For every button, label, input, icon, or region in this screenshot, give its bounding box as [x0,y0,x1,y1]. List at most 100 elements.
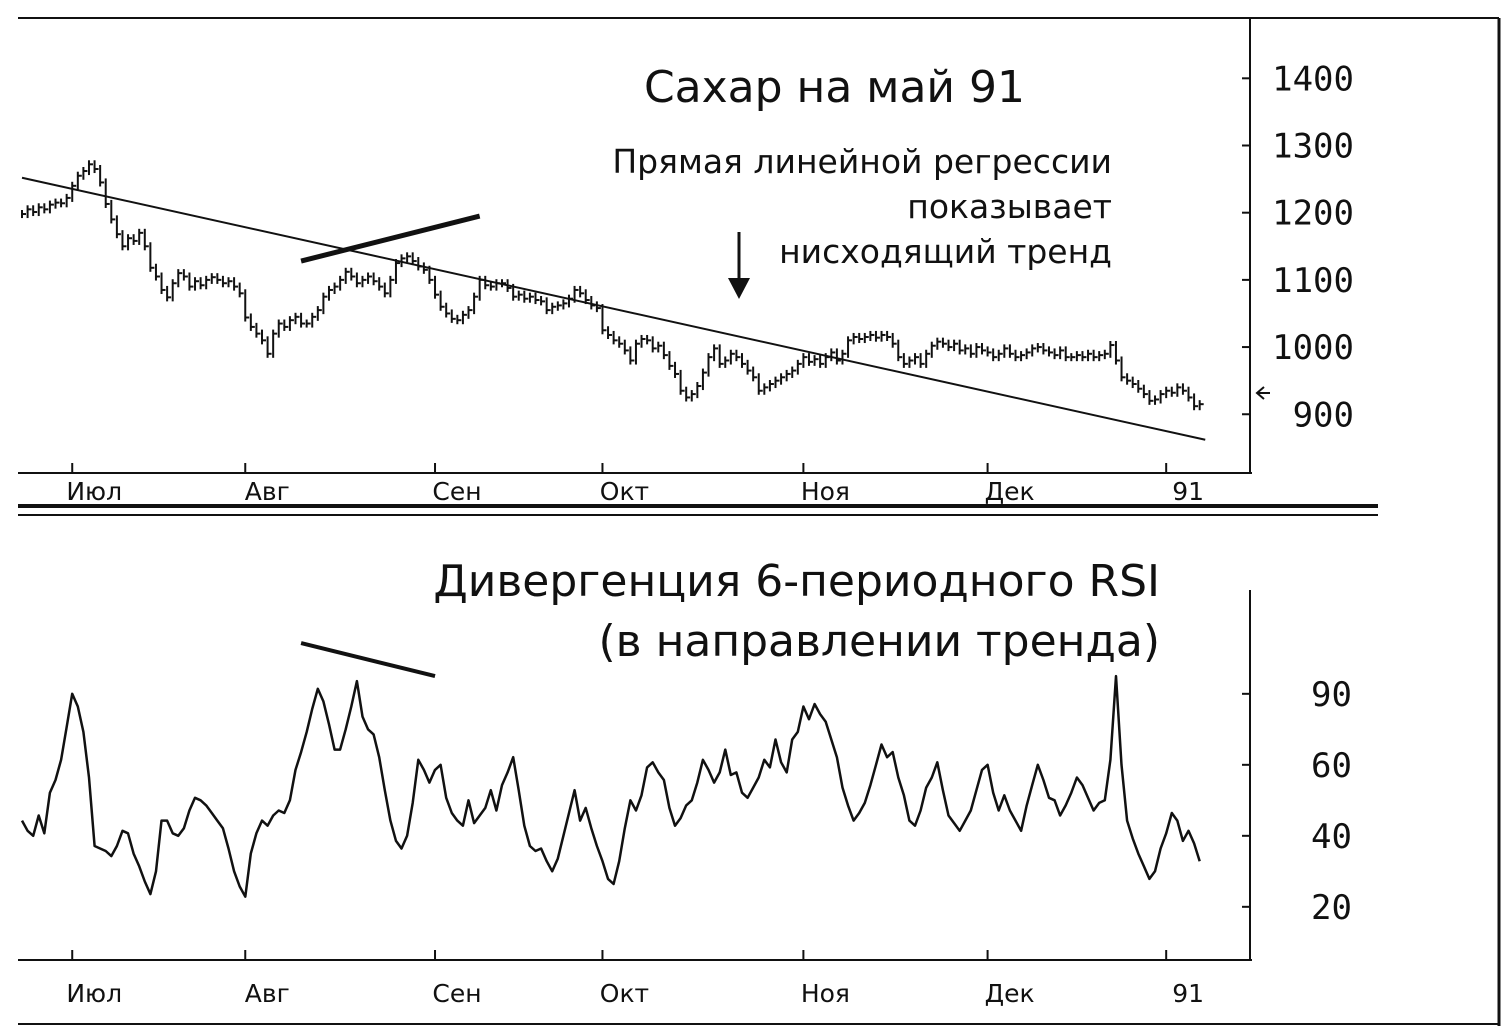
price-bar [601,304,607,335]
price-x-tick-label: Ноя [801,477,850,506]
price-bar [835,348,841,365]
price-bar [981,343,986,355]
price-bar [729,349,735,365]
price-bar [802,353,808,368]
price-bar [484,275,490,290]
price-bar [1176,383,1182,397]
price-bar [724,356,730,368]
price-bar [997,349,1003,362]
price-bar [1109,341,1115,358]
price-bar [791,366,797,378]
price-y-tick-label: 1400 [1272,59,1354,99]
price-bar [138,228,144,245]
price-bar [294,312,300,325]
price-bar [32,205,38,217]
price-bar [914,353,920,365]
price-bar [344,267,350,284]
price-bar [434,275,440,299]
price-bar [65,193,71,208]
price-bar [1098,351,1104,362]
price-x-tick-label: Окт [600,477,649,506]
price-bar [941,337,947,348]
price-bar [874,330,880,342]
price-bar [880,330,886,342]
price-bar [953,339,959,352]
price-x-tick-label: Июл [66,477,122,506]
price-bar [188,272,194,291]
price-bar [897,339,903,362]
price-bar [992,348,998,362]
price-bar [685,386,691,402]
price-bar [858,332,864,344]
price-bar [1025,348,1031,360]
rsi-x-tick-label: Сен [432,979,481,1008]
price-bar [367,272,373,284]
price-bar [1042,343,1048,355]
price-bar [891,332,897,348]
price-bar [668,351,674,370]
price-bar [473,292,479,315]
price-bar [361,275,367,288]
price-bar [528,292,534,303]
price-bar [350,267,356,281]
price-bar [813,355,819,366]
price-bar [48,200,54,214]
price-y-tick-label: 900 [1293,395,1354,435]
price-bar [707,353,713,377]
rsi-y-tick-label: 90 [1311,675,1352,715]
price-bar [741,353,746,368]
rsi-panel: 90 60 40 20 Июл Авг Сен Окт Ноя Дек 91 Дивергенци… [18,556,1352,1008]
price-bar [796,359,802,375]
price-bar [182,269,188,281]
rsi-x-tick-label: 91 [1172,979,1204,1008]
price-bar [646,334,652,345]
price-bar [461,310,467,325]
price-y-tick-label: 1300 [1272,127,1354,167]
price-bar [372,272,378,286]
rsi-y-tick-label: 60 [1311,746,1352,786]
price-bar [1008,344,1014,358]
price-bar [701,368,707,391]
price-bar [1198,400,1204,411]
price-bar [54,198,60,209]
price-bar [411,252,417,266]
price-bar [327,285,333,301]
price-bar [969,344,975,358]
rsi-line [20,674,1201,898]
price-bar [1020,351,1026,362]
price-bar [556,301,562,311]
price-bar [947,339,953,352]
price-bar [785,369,791,382]
price-bar [76,171,82,190]
rsi-x-tick-label: Авг [245,979,290,1008]
price-bar [735,349,741,362]
price-bar [26,205,32,219]
down-arrow [728,232,750,299]
price-bar [283,319,289,331]
price-bar [249,313,255,331]
price-bar [71,181,77,202]
rsi-x-tick-label: Окт [600,979,649,1008]
price-bar [958,339,964,355]
price-bar [37,203,43,217]
price-bar [422,262,428,274]
rsi-title-line-1: Дивергенция 6-периодного RSI [433,556,1160,607]
price-bar [925,349,931,368]
rsi-x-tick-label: Июл [66,979,122,1008]
price-bar [640,334,646,348]
price-bar [807,353,813,366]
rsi-x-tick-label: Дек [985,979,1035,1008]
rsi-y-tick-label: 40 [1311,817,1352,857]
price-bar [986,346,992,357]
price-bar [819,355,825,368]
price-bar [618,336,624,348]
price-y-tick-label: 1000 [1272,328,1354,368]
price-bar [757,373,763,395]
price-bar [406,252,412,263]
price-bar [149,242,155,272]
price-bar [1114,341,1120,365]
rsi-trendline [300,641,436,679]
price-bar [1142,384,1148,399]
price-x-tick-label: Авг [245,477,290,506]
price-bar [936,337,942,350]
